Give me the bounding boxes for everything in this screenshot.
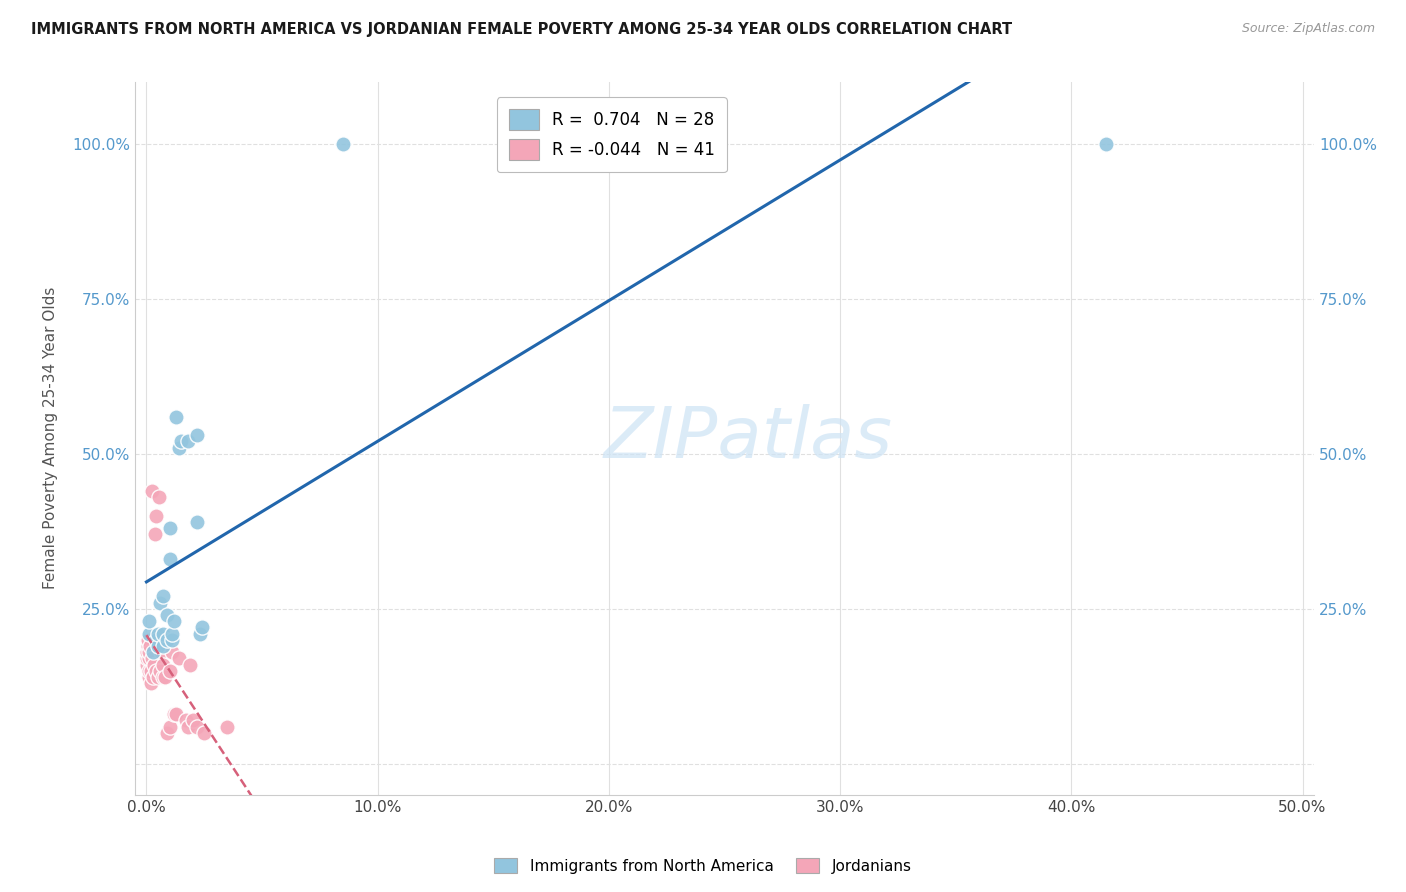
Text: IMMIGRANTS FROM NORTH AMERICA VS JORDANIAN FEMALE POVERTY AMONG 25-34 YEAR OLDS : IMMIGRANTS FROM NORTH AMERICA VS JORDANI… — [31, 22, 1012, 37]
Point — [145, 508, 167, 523]
Point — [177, 719, 200, 733]
Point — [146, 626, 169, 640]
Point — [146, 670, 169, 684]
Point — [186, 719, 208, 733]
Point — [136, 632, 159, 647]
Point — [139, 664, 162, 678]
Point — [153, 670, 176, 684]
Legend: R =  0.704   N = 28, R = -0.044   N = 41: R = 0.704 N = 28, R = -0.044 N = 41 — [496, 97, 727, 172]
Point — [138, 626, 160, 640]
Point — [146, 639, 169, 653]
Point — [166, 409, 188, 424]
Point — [136, 645, 159, 659]
Point — [159, 521, 181, 535]
Point — [138, 645, 160, 659]
Point — [138, 639, 160, 653]
Point — [170, 434, 193, 449]
Point — [186, 428, 208, 442]
Point — [148, 632, 170, 647]
Point — [148, 490, 170, 504]
Point — [152, 639, 174, 653]
Point — [156, 607, 179, 622]
Point — [159, 552, 181, 566]
Point — [586, 136, 609, 151]
Point — [152, 626, 174, 640]
Text: ZIPatlas: ZIPatlas — [603, 404, 893, 473]
Y-axis label: Female Poverty Among 25-34 Year Olds: Female Poverty Among 25-34 Year Olds — [44, 287, 58, 590]
Point — [166, 707, 188, 722]
Point — [163, 707, 186, 722]
Point — [142, 670, 165, 684]
Point — [136, 639, 159, 653]
Point — [167, 651, 190, 665]
Point — [186, 515, 208, 529]
Point — [159, 664, 181, 678]
Point — [152, 657, 174, 672]
Point — [136, 651, 159, 665]
Point — [174, 714, 197, 728]
Point — [152, 590, 174, 604]
Point — [177, 434, 200, 449]
Point — [145, 664, 167, 678]
Point — [191, 620, 214, 634]
Point — [217, 719, 239, 733]
Point — [160, 626, 183, 640]
Point — [152, 670, 174, 684]
Point — [143, 527, 166, 541]
Point — [142, 657, 165, 672]
Point — [181, 714, 204, 728]
Point — [149, 645, 172, 659]
Point — [135, 657, 157, 672]
Point — [167, 441, 190, 455]
Point — [188, 626, 211, 640]
Point — [193, 725, 215, 739]
Point — [149, 664, 172, 678]
Point — [149, 596, 172, 610]
Point — [163, 614, 186, 628]
Point — [179, 657, 201, 672]
Point — [138, 614, 160, 628]
Point — [139, 676, 162, 690]
Text: Source: ZipAtlas.com: Source: ZipAtlas.com — [1241, 22, 1375, 36]
Point — [138, 651, 160, 665]
Point — [156, 725, 179, 739]
Point — [156, 632, 179, 647]
Point — [159, 719, 181, 733]
Point — [332, 136, 354, 151]
Point — [138, 670, 160, 684]
Point — [142, 645, 165, 659]
Point — [138, 664, 160, 678]
Point — [1095, 136, 1118, 151]
Point — [160, 632, 183, 647]
Legend: Immigrants from North America, Jordanians: Immigrants from North America, Jordanian… — [488, 852, 918, 880]
Point — [141, 483, 163, 498]
Point — [145, 632, 167, 647]
Point — [141, 651, 163, 665]
Point — [160, 645, 183, 659]
